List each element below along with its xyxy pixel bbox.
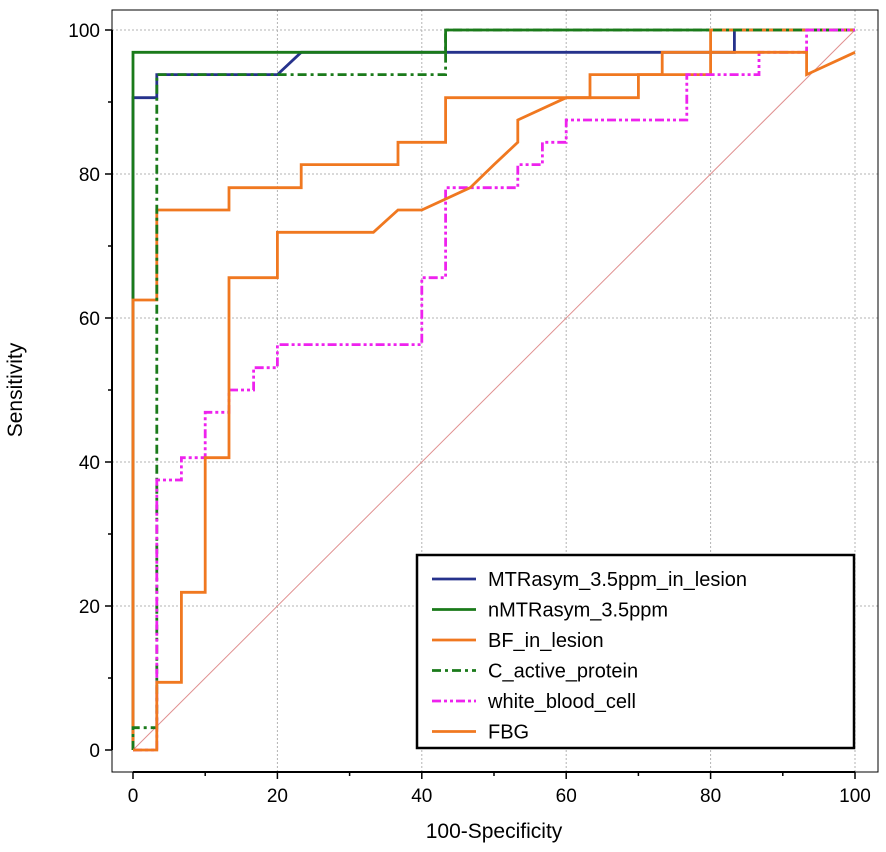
series-line-fbg: [133, 50, 856, 752]
legend-label-white-blood-cell: white_blood_cell: [487, 691, 636, 713]
series-line-c-active-protein: [131, 28, 855, 750]
legend-label-nmtrasym-3-5ppm: nMTRasym_3.5ppm: [488, 600, 668, 622]
legend-box: [415, 553, 856, 750]
legend-label-bf-in-lesion: BF_in_lesion: [488, 630, 604, 652]
series-line-mtrasym-3-5ppm-in-lesion: [131, 28, 855, 750]
series-line-white-blood-cell: [133, 28, 855, 752]
x-tick-label: 20: [267, 786, 288, 807]
legend: MTRasym_3.5ppm_in_lesion nMTRasym_3.5ppm B…: [415, 553, 856, 750]
x-tick-label: 40: [411, 786, 432, 807]
y-tick-label: 0: [89, 741, 100, 762]
y-tick-label: 40: [79, 453, 100, 474]
y-tick-label: 60: [79, 309, 100, 330]
chance-diagonal-line: [132, 29, 856, 751]
legend-label-fbg: FBG: [488, 722, 529, 744]
x-axis-title: 100-Specificity: [426, 820, 563, 843]
x-tick-label: 60: [556, 786, 577, 807]
axes: 0 20 40 60 80 100 0 20 40 60 80 100: [68, 9, 879, 807]
x-tick-label: 100: [839, 786, 871, 807]
series-line-nmtrasym-3-5ppm: [131, 28, 855, 750]
x-tick-label: 0: [128, 786, 139, 807]
series-layer: [131, 28, 856, 752]
legend-label-c-active-protein: C_active_protein: [488, 661, 638, 683]
y-tick-label: 20: [79, 597, 100, 618]
legend-label-mtrasym-3-5ppm-in-lesion: MTRasym_3.5ppm_in_lesion: [488, 569, 747, 591]
y-tick-label: 80: [79, 165, 100, 186]
chance-line-layer: [132, 29, 856, 751]
x-tick-label: 80: [700, 786, 721, 807]
y-tick-label: 100: [68, 21, 100, 42]
y-axis-title: Sensitivity: [4, 342, 27, 437]
grid: [112, 10, 878, 772]
